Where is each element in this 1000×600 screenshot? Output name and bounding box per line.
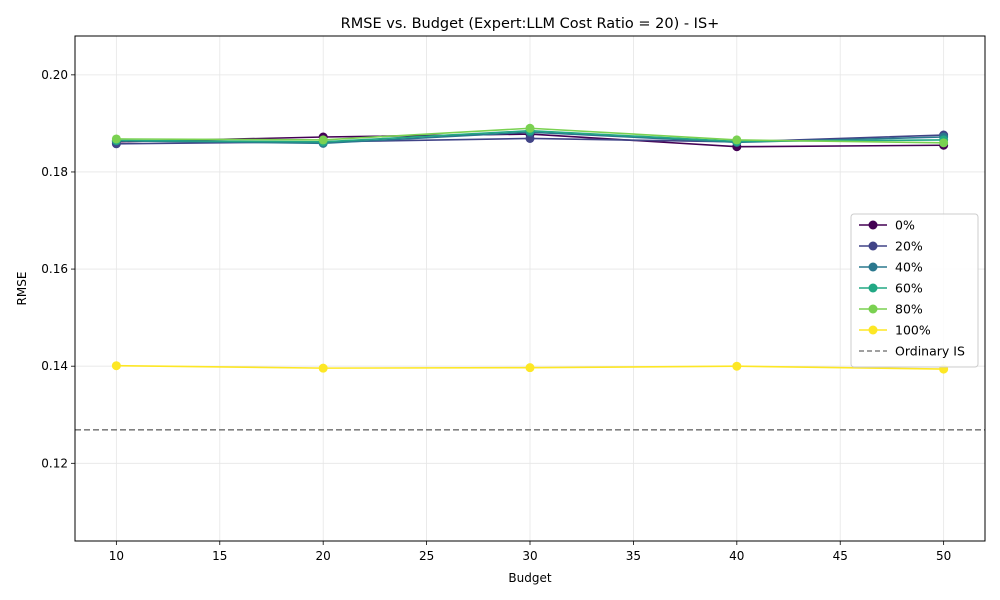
x-tick-label: 45 (833, 549, 848, 563)
legend-marker (868, 304, 878, 314)
legend-marker (868, 283, 878, 293)
x-tick-label: 30 (522, 549, 537, 563)
data-point (318, 135, 328, 145)
x-tick-label: 50 (936, 549, 951, 563)
x-tick-label: 35 (626, 549, 641, 563)
legend-label: 80% (895, 302, 923, 317)
legend-frame (850, 213, 979, 368)
legend-item: 100% (859, 323, 931, 338)
data-point (732, 361, 742, 371)
legend: 0% 20% 40% 60% 80% 100% Ordinary IS (850, 213, 979, 368)
x-tick-label: 10 (109, 549, 124, 563)
chart-title: RMSE vs. Budget (Expert:LLM Cost Ratio =… (341, 16, 720, 32)
y-tick-label: 0.12 (41, 456, 68, 470)
legend-label: 40% (895, 260, 923, 275)
data-point (732, 135, 742, 145)
grid-lines (75, 36, 985, 541)
legend-label: 100% (895, 323, 931, 338)
data-point (525, 133, 535, 143)
y-tick-label: 0.14 (41, 359, 68, 373)
legend-marker (868, 241, 878, 251)
data-point (318, 363, 328, 373)
data-point (525, 363, 535, 373)
x-tick-label: 15 (212, 549, 227, 563)
y-tick-label: 0.16 (41, 262, 68, 276)
x-tick-label: 20 (316, 549, 331, 563)
legend-item: 20% (859, 239, 923, 254)
y-axis-label: RMSE (15, 272, 29, 306)
legend-item: 80% (859, 302, 923, 317)
y-tick-label: 0.20 (41, 68, 68, 82)
legend-label: 0% (895, 218, 915, 233)
x-axis-label: Budget (508, 571, 551, 585)
x-tick-label: 40 (729, 549, 744, 563)
data-point (111, 361, 121, 371)
legend-item: 40% (859, 260, 923, 275)
series-5 (111, 361, 949, 374)
y-tick-label: 0.18 (41, 165, 68, 179)
data-point (939, 138, 949, 148)
data-point (525, 123, 535, 133)
legend-item: 0% (859, 218, 915, 233)
legend-item: Ordinary IS (859, 344, 965, 359)
x-tick-label: 25 (419, 549, 434, 563)
legend-item: 60% (859, 281, 923, 296)
series-layer (111, 123, 949, 374)
legend-label: 20% (895, 239, 923, 254)
x-axis-ticks: 10 15 20 25 30 35 40 45 50 (109, 541, 951, 563)
legend-label: 60% (895, 281, 923, 296)
y-axis-ticks: 0.12 0.14 0.16 0.18 0.20 (41, 68, 75, 470)
data-point (111, 134, 121, 144)
series-4 (111, 123, 949, 148)
legend-label: Ordinary IS (895, 344, 965, 359)
legend-marker (868, 220, 878, 230)
legend-marker (868, 325, 878, 335)
legend-marker (868, 262, 878, 272)
